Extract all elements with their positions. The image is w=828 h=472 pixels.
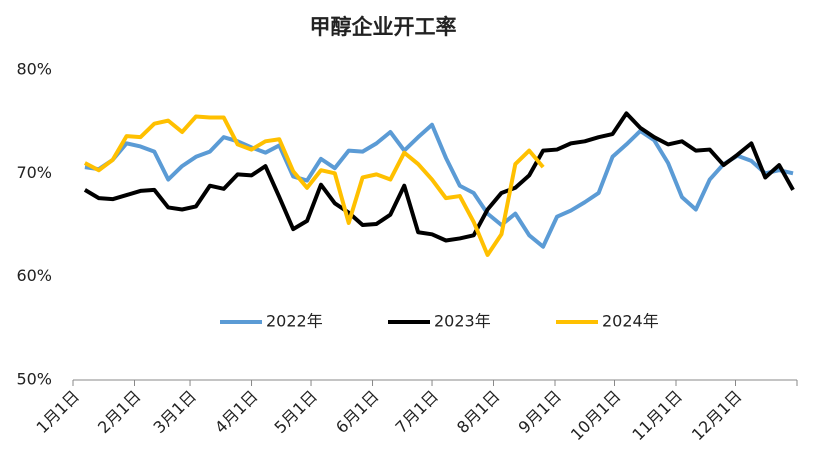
x-tick-label: 1月1日: [33, 387, 83, 437]
series-line: [84, 122, 794, 249]
series-line: [83, 114, 545, 257]
x-tick-label: 3月1日: [150, 387, 200, 437]
x-tick-label: 11月1日: [628, 387, 686, 445]
x-tick-label: 10月1日: [567, 387, 625, 445]
legend-label: 2024年: [602, 312, 659, 331]
x-tick-label: 9月1日: [515, 387, 565, 437]
y-tick-label: 80%: [16, 60, 52, 79]
x-tick-label: 6月1日: [332, 387, 382, 437]
x-tick-label: 12月1日: [688, 387, 746, 445]
x-tick-label: 5月1日: [271, 387, 321, 437]
legend-label: 2022年: [266, 312, 323, 331]
x-tick-label: 8月1日: [453, 387, 503, 437]
x-tick-label: 4月1日: [211, 387, 261, 437]
y-tick-label: 60%: [16, 266, 52, 285]
x-tick-label: 7月1日: [392, 387, 442, 437]
series-line: [83, 111, 795, 243]
chart-title: 甲醇企业开工率: [310, 15, 457, 39]
y-tick-label: 70%: [16, 163, 52, 182]
y-tick-label: 50%: [16, 370, 52, 389]
x-tick-label: 2月1日: [94, 387, 144, 437]
legend-label: 2023年: [434, 312, 491, 331]
